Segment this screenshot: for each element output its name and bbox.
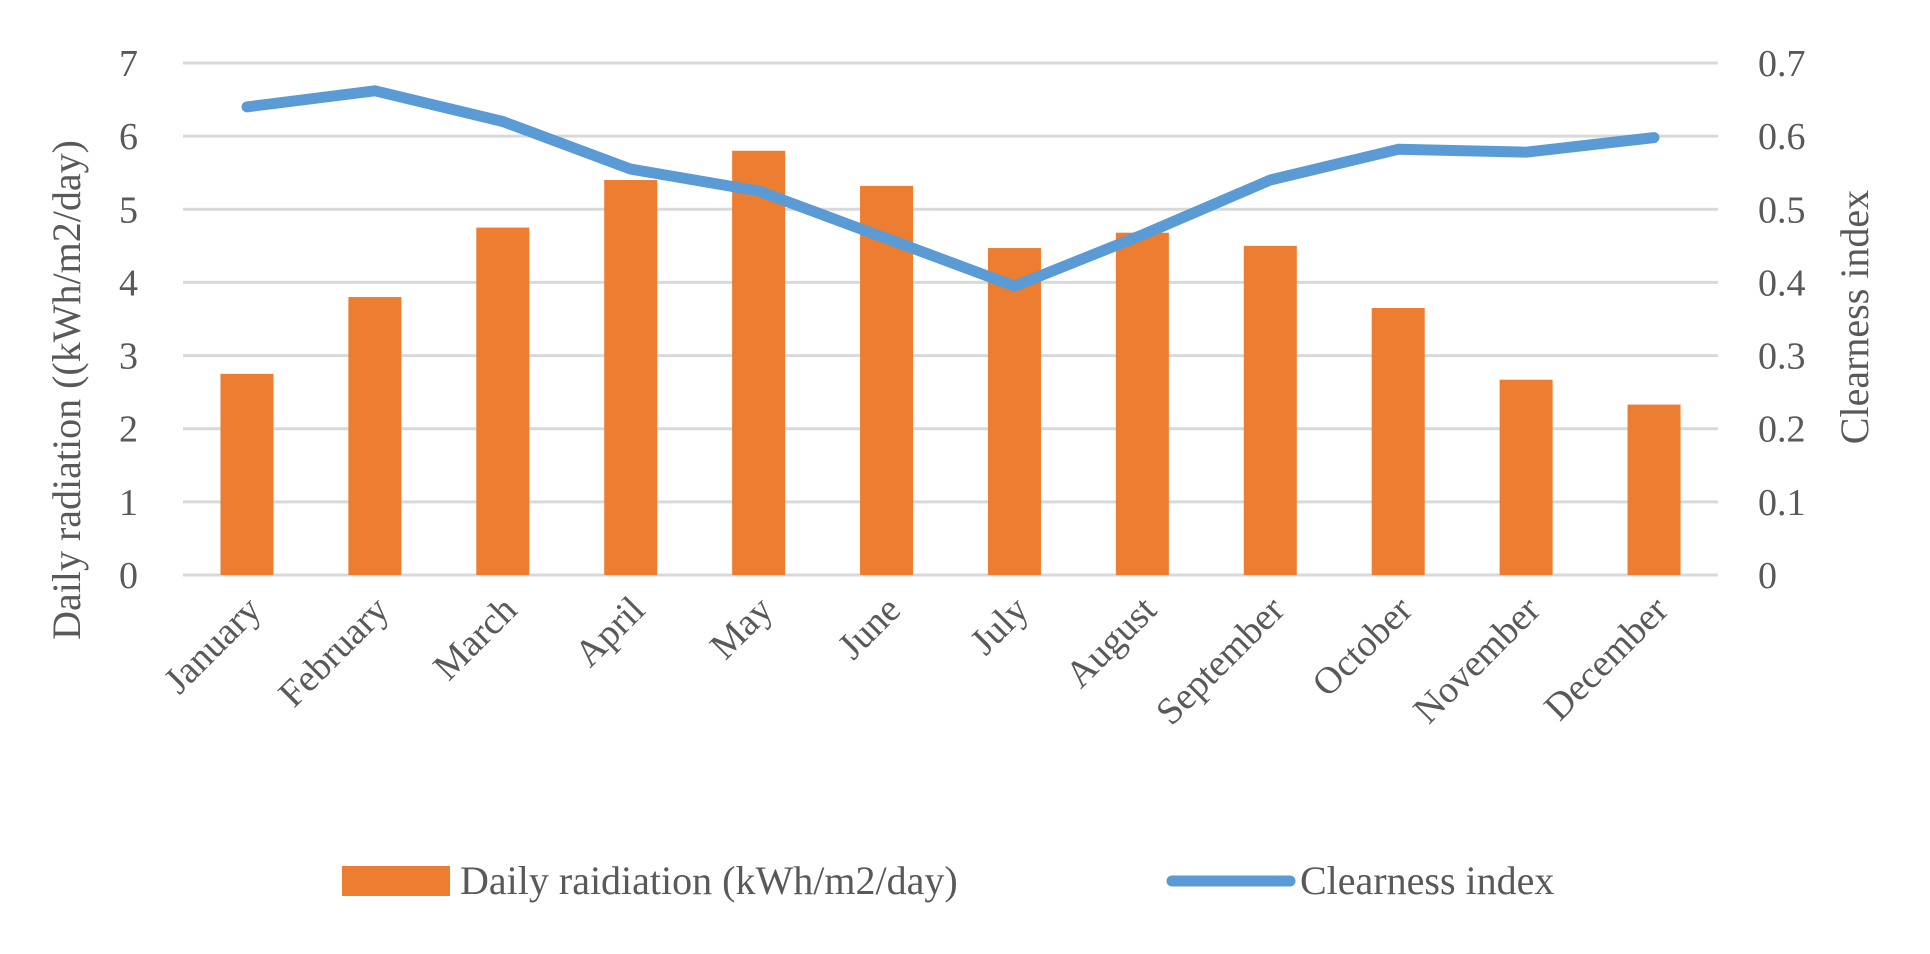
bar-april	[604, 180, 658, 575]
right-tick-label: 0.3	[1758, 336, 1806, 378]
bar-july	[987, 248, 1041, 575]
right-axis-ticks: 0 0.1 0.2 0.3 0.4 0.5 0.6 0.7	[1758, 43, 1806, 597]
left-tick-label: 6	[119, 116, 138, 158]
right-tick-label: 0.2	[1758, 409, 1806, 451]
bar-october	[1371, 308, 1425, 575]
right-tick-label: 0.7	[1758, 43, 1806, 85]
category-label-march: March	[425, 589, 525, 689]
clearness-index-line	[241, 85, 1660, 292]
bar-march	[476, 227, 530, 576]
category-label-november: November	[1405, 588, 1548, 731]
gridlines	[183, 61, 1718, 577]
left-tick-label: 7	[119, 43, 138, 85]
right-tick-label: 0.4	[1758, 262, 1806, 304]
bar-may	[732, 150, 786, 575]
category-label-april: April	[567, 589, 653, 675]
left-tick-label: 5	[119, 189, 138, 231]
left-axis-title: Daily radiation ((kWh/m2/day)	[44, 140, 89, 640]
category-label-june: June	[830, 589, 909, 668]
category-label-september: September	[1148, 588, 1293, 733]
left-axis-ticks: 0 1 2 3 4 5 6 7	[119, 43, 138, 597]
category-label-august: August	[1057, 588, 1165, 696]
left-tick-label: 0	[119, 555, 138, 597]
right-tick-label: 0.5	[1758, 189, 1806, 231]
right-tick-label: 0.6	[1758, 116, 1806, 158]
right-axis-title: Clearness index	[1832, 190, 1877, 444]
legend: Daily raidiation (kWh/m2/day) Clearness …	[342, 858, 1554, 903]
category-label-october: October	[1304, 588, 1420, 704]
category-label-july: July	[962, 589, 1037, 664]
clearness-line-layer	[241, 85, 1660, 292]
left-tick-label: 1	[119, 482, 138, 524]
category-label-january: January	[156, 589, 269, 702]
category-label-february: February	[271, 589, 398, 716]
bar-december	[1627, 404, 1681, 575]
left-tick-label: 3	[119, 336, 138, 378]
category-labels: January February March April May June July Augu…	[156, 588, 1677, 733]
bar-february	[348, 297, 402, 575]
left-tick-label: 2	[119, 409, 138, 451]
legend-bar-swatch	[342, 866, 450, 896]
right-tick-label: 0.1	[1758, 482, 1806, 524]
category-label-december: December	[1536, 588, 1676, 728]
left-tick-label: 4	[119, 262, 138, 304]
legend-bar-label: Daily raidiation (kWh/m2/day)	[460, 858, 958, 903]
bar-november	[1499, 379, 1553, 575]
category-label-may: May	[702, 589, 781, 668]
bar-september	[1243, 245, 1297, 575]
bar-january	[220, 373, 274, 575]
right-tick-label: 0	[1758, 555, 1777, 597]
bar-august	[1115, 232, 1169, 576]
radiation-bars	[220, 150, 1681, 576]
legend-line-label: Clearness index	[1300, 858, 1554, 903]
